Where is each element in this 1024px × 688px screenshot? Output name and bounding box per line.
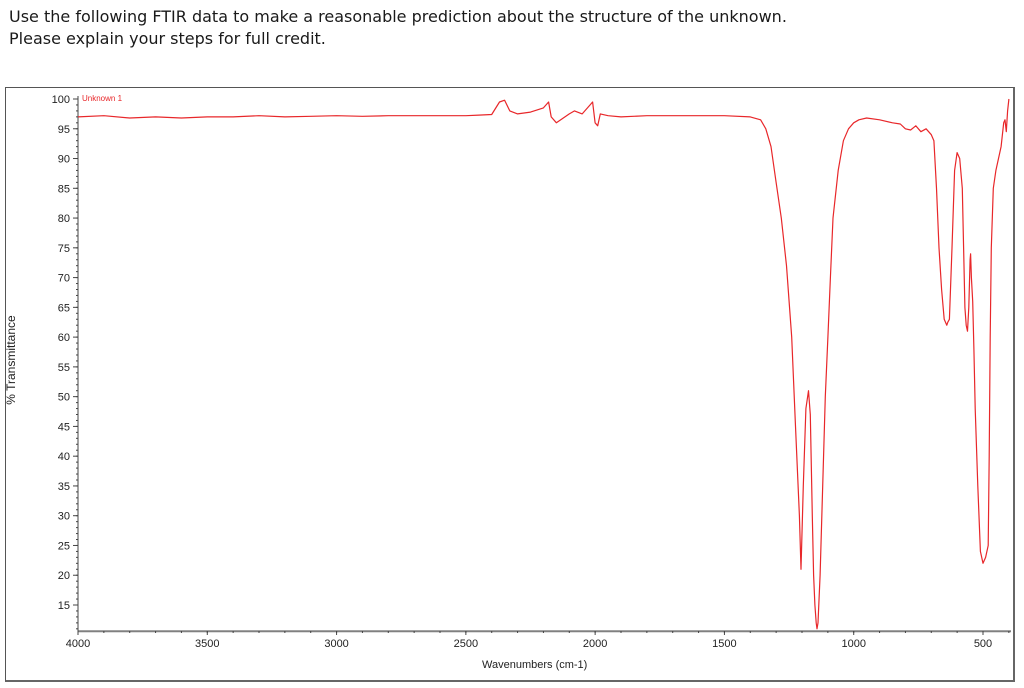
x-tick-label: 3000: [324, 638, 348, 650]
x-tick-label: 1500: [712, 638, 736, 650]
y-tick-label: 20: [58, 570, 70, 582]
y-tick-label: 15: [58, 600, 70, 612]
y-tick-label: 50: [58, 392, 70, 404]
y-tick-label: 80: [58, 213, 70, 225]
y-tick-label: 45: [58, 421, 70, 433]
question-line-2: Please explain your steps for full credi…: [9, 29, 326, 48]
x-tick-label: 3500: [195, 638, 219, 650]
x-tick-label: 2000: [583, 638, 607, 650]
legend-series-label: Unknown 1: [82, 94, 123, 103]
y-tick-label: 75: [58, 243, 70, 255]
y-tick-label: 100: [52, 94, 70, 106]
y-tick-label: 25: [58, 540, 70, 552]
y-axis-label: % Transmittance: [4, 315, 18, 405]
y-tick-label: 90: [58, 154, 70, 166]
question-text: Use the following FTIR data to make a re…: [9, 6, 787, 50]
y-tick-label: 65: [58, 302, 70, 314]
y-tick-label: 85: [58, 183, 70, 195]
x-tick-label: 500: [974, 638, 992, 650]
y-tick-label: 35: [58, 481, 70, 493]
y-tick-label: 55: [58, 362, 70, 374]
y-tick-label: 95: [58, 124, 70, 136]
x-tick-label: 1000: [841, 638, 865, 650]
x-tick-label: 2500: [454, 638, 478, 650]
spectrum-line: [77, 98, 1010, 630]
y-tick-label: 30: [58, 511, 70, 523]
y-tick-label: 40: [58, 451, 70, 463]
x-axis-label: Wavenumbers (cm-1): [482, 659, 588, 671]
chart-frame: [5, 87, 1015, 682]
x-tick-label: 4000: [66, 638, 90, 650]
y-tick-label: 60: [58, 332, 70, 344]
question-line-1: Use the following FTIR data to make a re…: [9, 7, 787, 26]
y-tick-label: 70: [58, 273, 70, 285]
